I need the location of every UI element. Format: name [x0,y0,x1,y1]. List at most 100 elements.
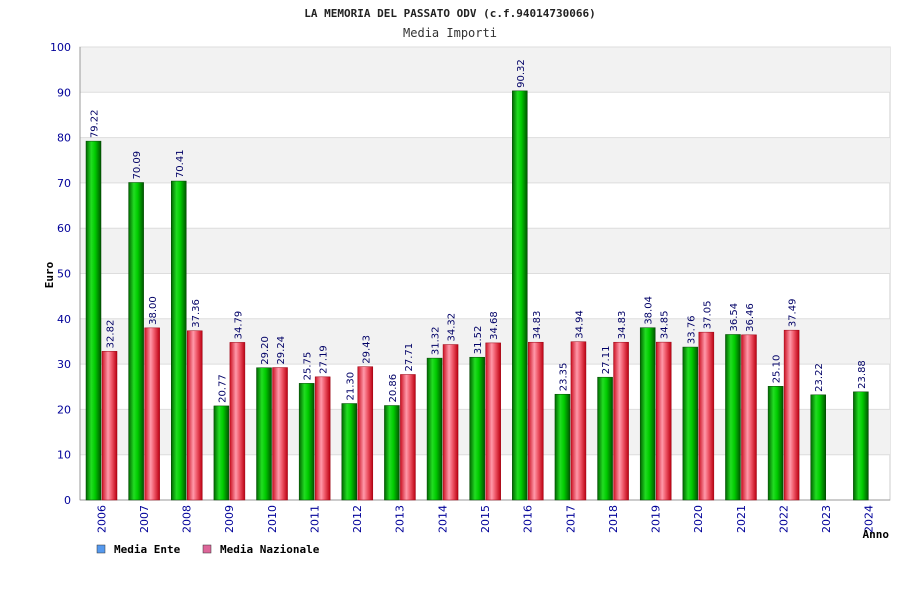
value-label-media-ente-2010: 29.20 [260,336,271,365]
x-tick-label: 2010 [266,505,279,533]
value-label-media-nazionale-2014: 34.32 [447,313,458,342]
bar-media-ente-2008 [171,180,187,501]
chart-subtitle: Media Importi [403,26,497,40]
value-label-media-ente-2020: 33.76 [686,315,697,344]
x-tick-label: 2011 [308,505,321,533]
y-tick-label: 90 [57,86,71,99]
y-tick-label: 50 [57,268,71,281]
bar-media-ente-2006 [85,140,102,501]
value-label-media-ente-2009: 20.77 [217,374,228,403]
value-label-media-ente-2024: 23.88 [857,360,868,389]
y-tick-label: 0 [64,494,71,507]
grid-band [80,137,890,183]
x-tick-label: 2013 [394,505,407,533]
legend-label-media-ente: Media Ente [114,543,181,556]
value-label-media-nazionale-2019: 34.85 [660,310,671,339]
value-label-media-nazionale-2018: 34.83 [617,311,628,340]
y-axis-label: Euro [43,261,56,288]
value-label-media-nazionale-2008: 37.36 [191,299,202,328]
bar-media-nazionale-2008 [187,330,203,501]
x-axis-ticks: 2006 2007 2008 2009 2010 2011 2012 2013 2014 2015… [95,505,875,533]
value-label-media-nazionale-2015: 34.68 [489,311,500,340]
bar-media-ente-2014 [426,357,443,501]
value-label-media-nazionale-2021: 36.46 [745,303,756,332]
value-label-media-ente-2013: 20.86 [388,374,399,403]
bar-media-ente-2013 [384,405,400,501]
x-tick-label: 2017 [564,505,577,533]
value-label-media-nazionale-2020: 37.05 [702,301,713,330]
value-label-media-ente-2019: 38.04 [644,296,655,325]
bar-media-ente-2011 [298,383,315,501]
bars [85,90,869,501]
value-label-media-ente-2007: 70.09 [132,151,143,180]
x-tick-label: 2024 [863,505,876,533]
bar-media-ente-2009 [213,405,230,501]
x-tick-label: 2020 [692,505,705,533]
value-label-media-ente-2011: 25.75 [303,352,314,381]
bar-media-nazionale-2013 [400,374,416,501]
x-tick-label: 2023 [820,505,833,533]
value-label-media-ente-2021: 36.54 [729,303,740,332]
value-label-media-nazionale-2016: 34.83 [532,311,543,340]
bar-media-nazionale-2011 [314,376,331,501]
x-tick-label: 2022 [777,505,790,533]
x-axis-label: Anno [863,528,890,541]
bar-media-nazionale-2012 [357,366,374,501]
legend-swatch-media-ente [96,544,106,554]
value-label-media-ente-2008: 70.41 [175,149,186,178]
value-label-media-nazionale-2010: 29.24 [276,336,287,365]
legend-swatch-media-nazionale [202,544,212,554]
value-label-media-ente-2017: 23.35 [558,363,569,392]
bar-media-ente-2018 [597,376,613,501]
value-label-media-ente-2016: 90.32 [516,59,527,88]
legend-label-media-nazionale: Media Nazionale [220,543,320,556]
x-tick-label: 2019 [650,505,663,533]
bar-media-nazionale-2010 [272,367,288,501]
bar-media-nazionale-2009 [229,342,246,501]
bar-media-nazionale-2016 [528,341,544,501]
bar-media-nazionale-2006 [101,351,118,501]
chart-title: LA MEMORIA DEL PASSATO ODV (c.f.94014730… [304,7,595,20]
bar-media-ente-2017 [554,393,571,501]
value-label-media-ente-2022: 25.10 [772,355,783,384]
value-label-media-ente-2014: 31.32 [431,326,442,355]
y-tick-label: 10 [57,449,71,462]
x-tick-label: 2018 [607,505,620,533]
bar-media-nazionale-2020 [698,331,715,501]
value-label-media-nazionale-2017: 34.94 [574,310,585,339]
value-label-media-ente-2023: 23.22 [814,363,825,392]
bar-media-ente-2022 [767,386,784,501]
bar-media-nazionale-2018 [613,341,629,501]
bar-media-ente-2010 [256,367,272,501]
x-tick-label: 2015 [479,505,492,533]
bar-media-nazionale-2014 [442,344,459,501]
x-tick-label: 2009 [223,505,236,533]
y-tick-label: 80 [57,132,71,145]
x-tick-label: 2012 [351,505,364,533]
grid-band [80,228,890,274]
value-label-media-nazionale-2011: 27.19 [319,345,330,374]
bar-media-nazionale-2021 [741,334,757,501]
bar-media-ente-2024 [853,391,869,501]
bar-media-ente-2021 [725,334,741,501]
value-label-media-ente-2015: 31.52 [473,326,484,355]
value-label-media-nazionale-2009: 34.79 [233,311,244,340]
value-label-media-ente-2018: 27.11 [601,346,612,375]
value-label-media-nazionale-2006: 32.82 [106,320,117,349]
y-tick-label: 40 [57,313,71,326]
x-tick-label: 2021 [735,505,748,533]
value-label-media-nazionale-2022: 37.49 [788,299,799,328]
bar-media-nazionale-2019 [655,341,672,501]
y-tick-label: 70 [57,177,71,190]
grid-band [80,47,890,93]
bar-media-ente-2015 [469,356,485,501]
y-tick-label: 60 [57,222,71,235]
x-tick-label: 2007 [138,505,151,533]
bar-media-ente-2019 [639,327,656,501]
x-tick-label: 2006 [95,505,108,533]
x-tick-label: 2016 [522,505,535,533]
bar-media-ente-2020 [682,346,699,501]
x-tick-label: 2014 [436,505,449,533]
x-tick-label: 2008 [181,505,194,533]
value-label-media-nazionale-2007: 38.00 [148,296,159,325]
